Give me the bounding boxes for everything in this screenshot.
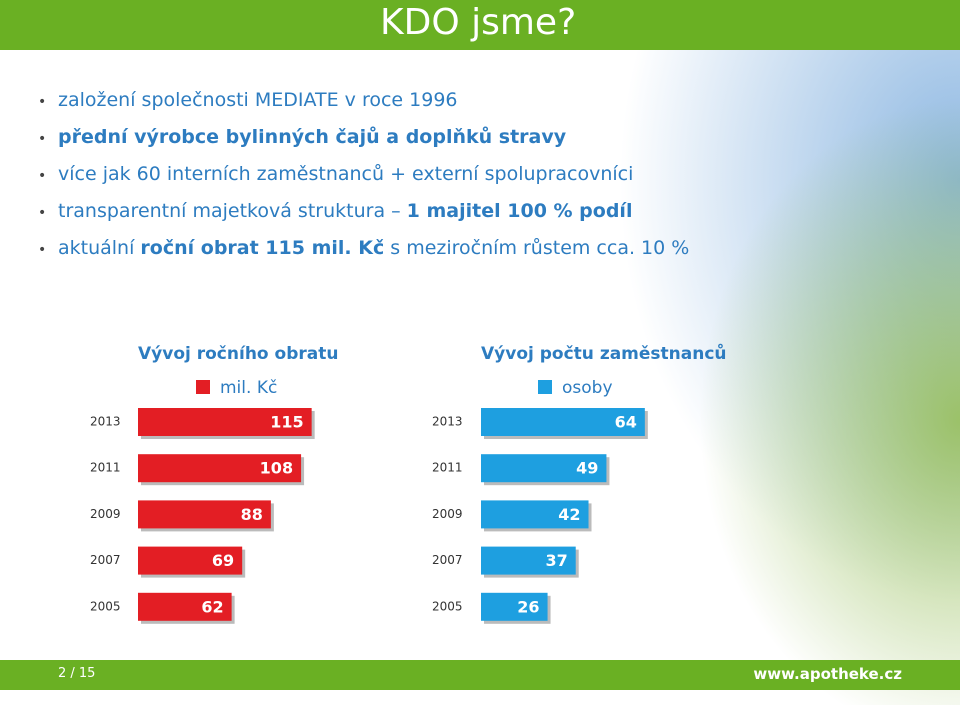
bar-value: 26 xyxy=(517,597,539,616)
chart-title: Vývoj počtu zaměstnanců xyxy=(481,342,727,364)
year-label: 2009 xyxy=(432,507,463,521)
chart-title: Vývoj ročního obratu xyxy=(138,344,338,364)
bullet: aktuální roční obrat 115 mil. Kč s mezir… xyxy=(38,232,689,269)
bar xyxy=(138,408,312,436)
bullet-text: založení společnosti MEDIATE v roce 1996 xyxy=(58,89,458,111)
bullet-text: aktuální xyxy=(58,237,141,259)
bullet-text: více jak 60 interních zaměstnanců + exte… xyxy=(58,163,634,185)
bar xyxy=(481,500,589,529)
bar-value: 37 xyxy=(545,551,567,570)
charts: Vývoj ročního obratu mil. Kč 2013 115 2011 10… xyxy=(90,342,727,624)
bar-value: 115 xyxy=(270,413,303,432)
bar xyxy=(481,454,607,483)
bullet-text: roční obrat 115 mil. Kč xyxy=(140,237,385,259)
slide-title: KDO jsme? xyxy=(380,2,577,43)
year-label: 2009 xyxy=(90,507,121,521)
bar xyxy=(138,500,271,529)
legend-label: osoby xyxy=(562,378,613,398)
bullet: transparentní majetková struktura – 1 ma… xyxy=(38,195,689,232)
legend-swatch xyxy=(196,380,210,394)
bullet: více jak 60 interních zaměstnanců + exte… xyxy=(38,158,689,195)
year-label: 2013 xyxy=(90,415,121,429)
bar-value: 88 xyxy=(241,505,263,524)
bar-value: 64 xyxy=(615,413,637,432)
year-label: 2013 xyxy=(432,415,463,429)
page-number: 2 / 15 xyxy=(58,666,96,681)
bullet: založení společnosti MEDIATE v roce 1996 xyxy=(38,84,689,121)
bar xyxy=(481,408,645,436)
bullet-text: s meziročním růstem cca. 10 % xyxy=(384,237,690,259)
bullet-text: přední výrobce bylinných čajů a doplňků … xyxy=(58,126,567,148)
header-bar: KDO jsme? xyxy=(0,0,960,50)
bullet-list: založení společnosti MEDIATE v roce 1996… xyxy=(38,84,689,269)
footer-bar: 2 / 15 www.apotheke.cz xyxy=(0,660,960,690)
bar-value: 108 xyxy=(260,459,293,478)
bullet: přední výrobce bylinných čajů a doplňků … xyxy=(38,121,689,158)
year-label: 2011 xyxy=(432,461,463,475)
bar xyxy=(138,592,232,621)
year-label: 2005 xyxy=(432,599,463,613)
bar-value: 69 xyxy=(212,551,234,570)
legend-label: mil. Kč xyxy=(220,378,277,398)
legend-swatch xyxy=(538,380,552,394)
year-label: 2011 xyxy=(90,461,121,475)
bar xyxy=(138,454,302,483)
bullet-text: 1 majitel 100 % podíl xyxy=(406,200,633,222)
bar-value: 62 xyxy=(201,597,223,616)
bar xyxy=(481,592,548,621)
website: www.apotheke.cz xyxy=(753,665,902,683)
bullet-text: transparentní majetková struktura – xyxy=(58,200,407,222)
year-label: 2007 xyxy=(90,553,121,567)
bar xyxy=(138,546,243,575)
bar-value: 42 xyxy=(558,505,580,524)
bar-value: 49 xyxy=(576,459,598,478)
year-label: 2005 xyxy=(90,599,121,613)
year-label: 2007 xyxy=(432,553,463,567)
bar xyxy=(481,546,576,575)
